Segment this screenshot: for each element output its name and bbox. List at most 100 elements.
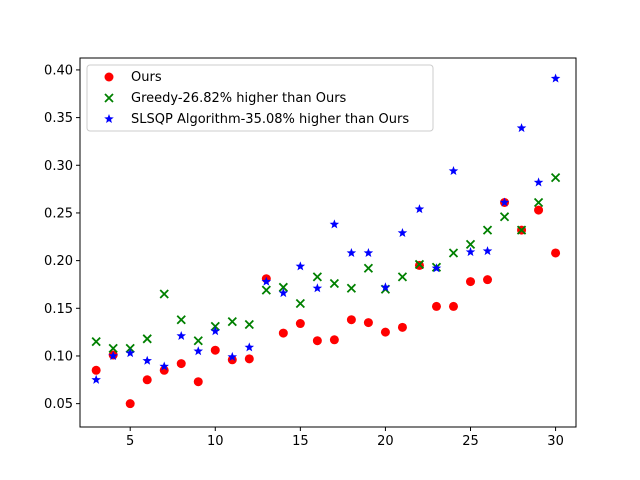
x-tick-label: 20 — [377, 434, 394, 449]
slsqp-point — [363, 247, 374, 258]
greedy-point — [465, 239, 476, 250]
greedy-point — [363, 263, 374, 273]
slsqp-point — [176, 330, 186, 340]
greedy-point — [346, 283, 357, 293]
greedy-point — [142, 334, 152, 344]
slsqp-point — [448, 165, 459, 176]
y-tick-label: 0.10 — [44, 349, 73, 364]
ours-point — [210, 345, 220, 355]
ours-point — [329, 335, 339, 345]
slsqp-point — [278, 288, 289, 298]
y-tick-label: 0.25 — [44, 206, 73, 221]
y-tick-label: 0.05 — [44, 397, 73, 412]
ours-point — [346, 315, 356, 325]
ours-point — [397, 322, 407, 332]
greedy-point — [533, 197, 544, 208]
slsqp-point — [312, 283, 323, 293]
x-axis: 5 10 15 20 25 30 — [126, 427, 564, 449]
ours-point — [551, 248, 561, 258]
data-points — [91, 73, 561, 409]
greedy-point — [91, 337, 101, 347]
greedy-point — [227, 317, 237, 327]
greedy-point — [244, 319, 254, 330]
legend-marker-greedy — [104, 93, 114, 103]
series-slsqp — [91, 73, 561, 384]
slsqp-point — [244, 342, 255, 352]
ours-point — [295, 319, 305, 329]
ours-point — [363, 318, 373, 328]
ours-point — [466, 277, 476, 287]
y-tick-label: 0.40 — [44, 63, 73, 78]
x-tick-label: 25 — [462, 434, 479, 449]
greedy-point — [312, 272, 323, 282]
ours-point — [227, 355, 237, 365]
ours-point — [142, 375, 152, 385]
greedy-point — [193, 336, 203, 346]
slsqp-point — [329, 219, 340, 229]
greedy-point — [159, 289, 169, 299]
legend: Ours Greedy-26.82% higher than Ours SLSQ… — [86, 64, 434, 132]
greedy-point — [108, 343, 118, 353]
greedy-point — [448, 248, 459, 258]
ours-point — [176, 359, 186, 369]
slsqp-point — [533, 177, 544, 187]
slsqp-point — [499, 197, 510, 207]
ours-point — [448, 301, 458, 311]
ours-point — [312, 336, 322, 346]
ours-point — [483, 275, 493, 285]
legend-marker-symbol — [104, 93, 114, 103]
legend-marker-symbol — [104, 72, 114, 82]
greedy-point — [295, 298, 305, 309]
slsqp-point — [482, 246, 493, 256]
slsqp-point — [125, 348, 135, 358]
greedy-point — [482, 225, 493, 235]
slsqp-point — [397, 227, 408, 238]
x-tick-label: 10 — [207, 434, 224, 449]
plot-frame — [79, 57, 577, 428]
slsqp-point — [346, 247, 357, 258]
y-tick-label: 0.30 — [44, 159, 73, 174]
slsqp-point — [431, 263, 442, 273]
greedy-point — [261, 285, 271, 295]
ours-point — [193, 377, 203, 387]
legend-label-ours: Ours — [131, 70, 162, 85]
ours-point — [534, 205, 544, 215]
greedy-point — [414, 259, 425, 270]
greedy-point — [278, 282, 288, 292]
slsqp-point — [261, 276, 272, 286]
greedy-point — [329, 278, 340, 289]
ours-point — [380, 327, 390, 337]
slsqp-point — [159, 361, 169, 371]
y-tick-label: 0.20 — [44, 254, 73, 269]
legend-label-slsqp: SLSQP Algorithm-35.08% higher than Ours — [131, 112, 409, 127]
slsqp-point — [227, 351, 238, 361]
legend-label-greedy: Greedy-26.82% higher than Ours — [131, 91, 347, 106]
slsqp-point — [91, 374, 101, 384]
x-tick-label: 15 — [292, 434, 309, 449]
y-tick-label: 0.35 — [44, 111, 73, 126]
legend-marker-slsqp — [104, 114, 114, 124]
y-axis: 0.05 0.10 0.15 0.20 0.25 0.30 0.35 0.40 — [44, 63, 80, 412]
slsqp-point — [142, 355, 152, 365]
greedy-point — [499, 212, 510, 222]
slsqp-point — [414, 204, 425, 214]
ours-point — [431, 301, 441, 311]
greedy-point — [176, 315, 186, 325]
ours-point — [278, 328, 288, 338]
slsqp-point — [108, 350, 118, 361]
slsqp-point — [465, 247, 476, 257]
ours-point — [125, 399, 135, 409]
ours-point — [244, 354, 254, 364]
slsqp-point — [193, 346, 204, 356]
slsqp-point — [210, 326, 221, 336]
y-tick-label: 0.15 — [44, 302, 73, 317]
legend-box — [86, 64, 434, 132]
x-tick-label: 30 — [547, 434, 564, 449]
greedy-point — [397, 272, 408, 282]
legend-marker-symbol — [104, 114, 114, 124]
greedy-point — [516, 225, 527, 235]
x-tick-label: 5 — [126, 434, 134, 449]
legend-marker-ours — [104, 72, 114, 82]
greedy-point — [550, 173, 561, 183]
